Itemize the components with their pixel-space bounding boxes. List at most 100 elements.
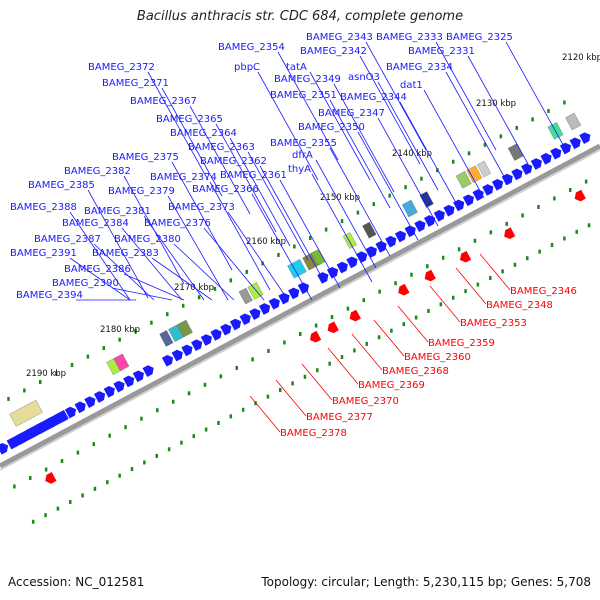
forward-gene-label: dfrA [292,150,313,161]
forward-leader-line [69,211,131,301]
gc-tick [229,414,233,419]
forward-leader-line [505,41,567,151]
genome-summary-text: Topology: circular; Length: 5,230,115 bp… [261,575,591,589]
reverse-leader-line [301,363,333,401]
forward-leader-line [229,137,291,247]
forward-leader-line [227,211,289,301]
forward-gene-label: BAMEG_2390 [52,278,119,289]
forward-gene-shape [462,194,475,207]
gc-tick [124,425,127,430]
forward-gene-shape [482,184,494,196]
gc-tick [166,312,169,317]
reverse-leader-line [373,319,405,357]
forward-gene-label: BAMEG_2388 [10,202,77,213]
forward-gene-shape [123,375,135,388]
feature-rect [247,282,264,300]
forward-gene-shape [414,220,426,233]
kbp-tick-label: 2190 kbp [26,369,66,379]
forward-gene-shape [317,272,329,284]
forward-gene-label: BAMEG_2362 [200,156,267,167]
forward-gene-arrow [249,308,261,320]
reverse-gene-label: BAMEG_2346 [510,286,577,297]
forward-leader-line [123,273,185,301]
kbp-tick-label: 2130 kbp [476,99,516,109]
gc-tick [353,348,356,353]
reverse-gene-label: BAMEG_2378 [280,428,347,439]
forward-gene-label: BAMEG_2354 [218,42,285,53]
forward-gene-label: BAMEG_2342 [300,46,367,57]
forward-gene-shape [550,147,562,160]
feature-block [419,191,434,208]
gc-tick [575,229,578,234]
gc-tick [309,236,312,240]
gc-tick [235,365,238,370]
gc-tick [60,459,64,464]
forward-gene-label: BAMEG_2387 [34,234,101,245]
forward-gene-label: BAMEG_2372 [88,62,155,73]
forward-gene-arrow [123,375,135,388]
gc-tick [283,340,286,345]
gc-tick [118,337,121,342]
accession-text: Accession: NC_012581 [8,575,145,589]
forward-gene-shape [132,370,144,383]
feature-block [401,199,418,218]
gc-tick [102,346,106,351]
forward-leader-line [203,227,265,301]
gc-tick [13,484,16,489]
forward-gene-label: BAMEG_2364 [170,128,237,139]
reverse-gene-arrow [45,472,57,484]
forward-leader-line [311,173,373,283]
forward-gene-shape [191,339,203,352]
gc-tick [346,306,350,311]
forward-gene-shape [0,442,9,455]
reverse-gene-shape [460,250,472,263]
feature-rect [401,199,418,218]
forward-gene-label: BAMEG_2365 [156,114,223,125]
gc-tick [451,159,455,164]
gc-tick [464,289,467,294]
gc-tick [241,407,245,412]
backbone-line [0,143,600,469]
gc-tick [451,295,455,300]
gc-tick [394,281,397,286]
forward-gene-arrow [569,137,581,150]
gc-tick [457,247,461,252]
forward-gene-label: BAMEG_2366 [192,184,259,195]
forward-leader-line [333,83,395,193]
forward-gene-label: BAMEG_2385 [28,180,95,191]
reverse-leader-line [455,267,487,305]
forward-gene-arrow [268,297,280,310]
gc-tick [217,420,220,425]
forward-gene-arrow [443,204,455,217]
gc-tick [70,363,74,368]
forward-gene-arrow [191,339,203,352]
forward-gene-arrow [0,442,9,455]
reverse-gene-arrow [460,250,472,263]
gc-tick [93,486,97,491]
gc-tick [316,368,319,373]
forward-gene-shape [171,349,183,362]
gc-tick [156,408,159,413]
feature-rect [362,221,377,239]
forward-gene-shape [161,354,174,367]
gc-tick [563,100,566,105]
forward-leader-line [315,159,377,269]
forward-gene-shape [229,318,242,331]
reverse-leader-line [249,395,281,433]
forward-gene-shape [288,287,300,300]
forward-gene-shape [511,168,523,181]
forward-gene-label: BAMEG_2383 [92,248,159,259]
forward-gene-arrow [491,178,504,191]
reverse-gene-arrow [349,309,361,322]
forward-gene-arrow [365,246,377,258]
forward-gene-arrow [278,292,290,305]
reverse-gene-label: BAMEG_2348 [486,300,553,311]
forward-gene-label: thyA [288,164,311,175]
forward-leader-line [189,105,251,215]
forward-leader-line [435,41,497,151]
gc-tick [489,276,492,280]
gc-tick [229,278,233,283]
gc-tick [69,500,72,504]
reverse-gene-label: BAMEG_2360 [404,352,471,363]
